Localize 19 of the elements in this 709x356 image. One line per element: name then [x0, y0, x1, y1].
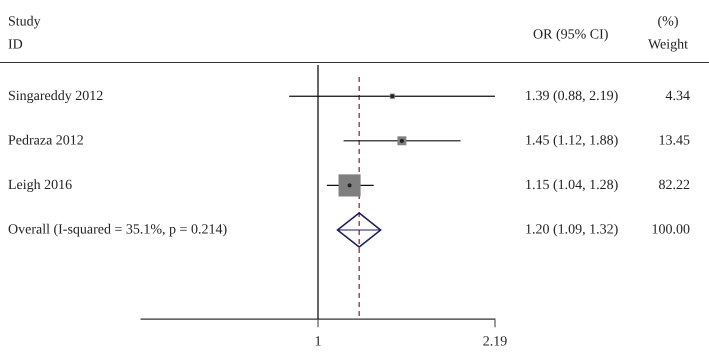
- point: [397, 136, 406, 146]
- text: 1.45 (1.12, 1.88): [525, 133, 619, 148]
- text: 82.22: [658, 178, 690, 194]
- text: (%) Weight: [648, 14, 688, 53]
- y-tick-label: Leigh 2016: [8, 178, 72, 194]
- text: 100.00: [652, 222, 690, 238]
- x-tick-label: 2.19: [482, 334, 508, 350]
- y-axis-title: Study ID: [8, 14, 41, 53]
- y-tick-label: Pedraza 2012: [8, 133, 84, 148]
- y-tick-label: Overall (I-squared = 35.1%, p = 0.214): [8, 222, 228, 238]
- y-tick-label: Singareddy 2012: [8, 88, 104, 104]
- text: 13.45: [658, 133, 690, 148]
- text: 1.39 (0.88, 2.19): [525, 88, 619, 104]
- text: OR (95% CI): [533, 28, 609, 43]
- point: [336, 212, 382, 248]
- x-tick-label: 1: [314, 334, 322, 350]
- text: 1.20 (1.09, 1.32): [525, 222, 619, 238]
- text: 4.34: [666, 88, 690, 104]
- text: 1.15 (1.04, 1.28): [525, 178, 619, 194]
